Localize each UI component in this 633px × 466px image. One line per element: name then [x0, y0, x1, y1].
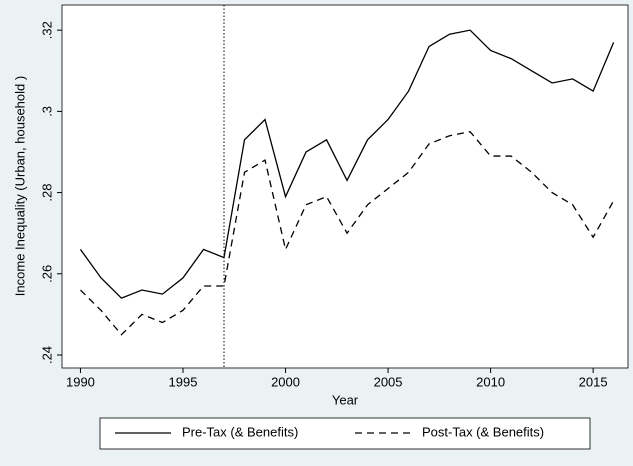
y-tick-label: .24	[39, 346, 54, 364]
y-axis-title: Income Inequality (Urban, household )	[12, 76, 27, 296]
series-line	[79, 130, 615, 336]
x-axis-title: Year	[332, 392, 359, 407]
x-tick-label: 2015	[579, 374, 608, 389]
plot-area	[61, 4, 629, 369]
legend-label: Post-Tax (& Benefits)	[422, 424, 544, 439]
x-tick-label: 1990	[66, 374, 95, 389]
legend	[99, 417, 591, 450]
legend-label: Pre-Tax (& Benefits)	[182, 424, 298, 439]
x-tick-label: 1995	[169, 374, 198, 389]
x-tick-label: 2005	[374, 374, 403, 389]
y-tick-label: .3	[39, 106, 54, 117]
series-line	[79, 29, 615, 299]
x-tick-label: 2000	[271, 374, 300, 389]
y-tick-label: .32	[39, 21, 54, 39]
y-tick-label: .26	[39, 265, 54, 283]
x-tick-label: 2010	[476, 374, 505, 389]
y-tick-label: .28	[39, 184, 54, 202]
